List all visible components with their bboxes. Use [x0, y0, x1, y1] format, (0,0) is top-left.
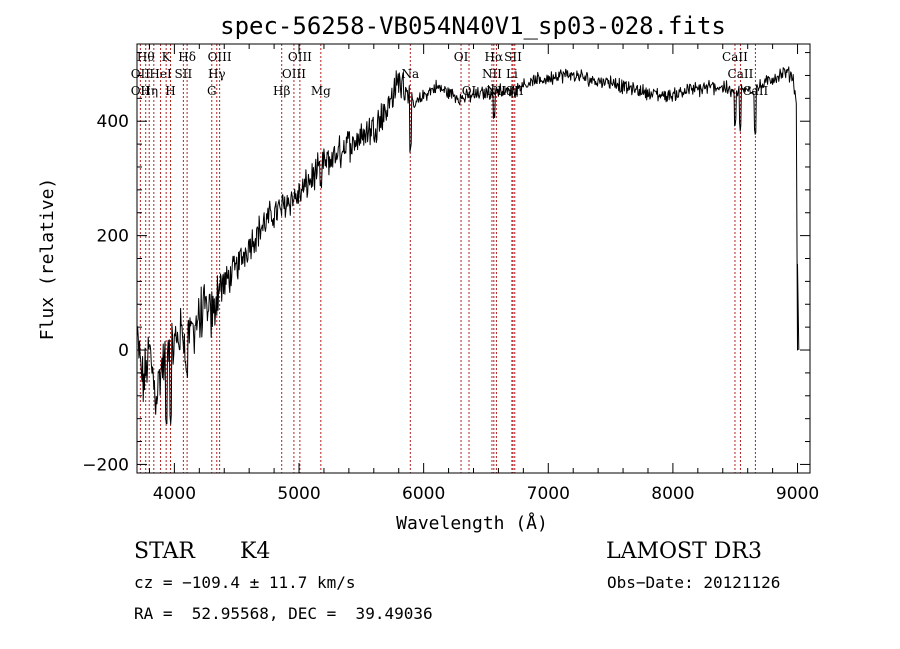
y-axis-label: Flux (relative): [37, 178, 58, 341]
line-marker-labels: OIIOIIHθHηHeIKHSIIHδGHγOIIIHβOIIIOIIIMgN…: [131, 50, 769, 98]
line-marker-label: Hβ: [273, 84, 290, 98]
line-marker-label: SII: [504, 50, 522, 64]
y-tick-label: 0: [118, 341, 129, 361]
line-marker-label: Hη: [140, 84, 158, 98]
obs-date: Obs−Date: 20121126: [607, 573, 781, 592]
ra-dec-coords: RA = 52.95568, DEC = 39.49036: [134, 604, 433, 623]
line-marker-label: OII: [131, 84, 151, 98]
object-class: STAR: [134, 539, 195, 564]
line-marker-label: Mg: [311, 84, 331, 98]
line-marker-label: OII: [131, 67, 151, 81]
spectrum-line: [136, 66, 800, 425]
y-tick-label: 200: [97, 227, 129, 247]
x-tick-label: 7000: [527, 484, 570, 504]
chart-title: spec-56258-VB054N40V1_sp03-028.fits: [220, 12, 726, 40]
line-marker-label: HeI: [149, 67, 172, 81]
line-marker-label: CaII: [722, 50, 748, 64]
x-tick-label: 5000: [277, 484, 320, 504]
x-tick-label: 6000: [402, 484, 445, 504]
y-tick-label: −200: [82, 455, 129, 475]
object-subclass: K4: [240, 539, 271, 564]
line-marker-label: OIII: [282, 67, 306, 81]
line-marker-label: Hα: [485, 50, 504, 64]
y-tick-label: 400: [97, 112, 129, 132]
line-marker-label: Hδ: [178, 50, 196, 64]
line-marker-label: OI: [454, 50, 469, 64]
line-markers: [139, 44, 756, 473]
survey-name: LAMOST DR3: [606, 539, 762, 564]
line-marker-label: CaII: [728, 67, 754, 81]
line-marker-label: G: [207, 84, 217, 98]
line-marker-label: Li: [506, 67, 518, 81]
line-marker-label: SII: [175, 67, 193, 81]
x-tick-label: 9000: [776, 484, 819, 504]
line-marker-label: OIII: [288, 50, 312, 64]
line-marker-label: Na: [401, 67, 419, 81]
line-marker-label: OIII: [208, 50, 232, 64]
line-marker-label: H: [165, 84, 175, 98]
line-marker-label: Hγ: [208, 67, 226, 81]
line-marker-label: CaII: [742, 84, 768, 98]
y-axis-ticks: −200 0 200 400: [82, 52, 810, 475]
x-tick-label: 4000: [153, 484, 196, 504]
x-axis-ticks: 4000 5000 6000 7000 8000 9000: [148, 44, 819, 504]
line-marker-label: NII: [482, 67, 502, 81]
line-marker-label: K: [162, 50, 172, 64]
line-marker-label: Hθ: [137, 50, 155, 64]
x-tick-label: 8000: [651, 484, 694, 504]
redshift-cz: cz = −109.4 ± 11.7 km/s: [134, 573, 356, 592]
x-axis-label: Wavelength (Å): [396, 512, 548, 534]
